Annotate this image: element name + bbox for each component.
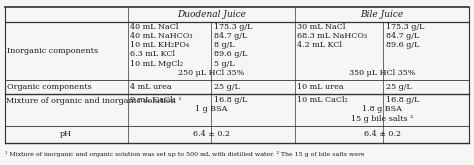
Text: 175.3 g/L: 175.3 g/L bbox=[214, 23, 252, 31]
Text: 16.8 g/L: 16.8 g/L bbox=[386, 96, 419, 104]
Text: 15 g bile salts ²: 15 g bile salts ² bbox=[351, 115, 413, 123]
Text: 4 mL urea: 4 mL urea bbox=[130, 83, 172, 91]
Text: 40 mL NaCl: 40 mL NaCl bbox=[130, 23, 179, 31]
Text: 6.4 ± 0.2: 6.4 ± 0.2 bbox=[193, 130, 230, 138]
Text: 5 g/L: 5 g/L bbox=[214, 60, 235, 67]
Text: 8 g/L: 8 g/L bbox=[214, 41, 235, 50]
Text: 10 mL MgCl₂: 10 mL MgCl₂ bbox=[130, 60, 183, 67]
Text: 89.6 g/L: 89.6 g/L bbox=[214, 50, 247, 59]
Text: 9 mL CaCl₂: 9 mL CaCl₂ bbox=[130, 96, 176, 104]
Text: 1 g BSA: 1 g BSA bbox=[195, 105, 228, 113]
Text: 30 mL NaCl: 30 mL NaCl bbox=[298, 23, 346, 31]
Text: 350 μL HCl 35%: 350 μL HCl 35% bbox=[349, 68, 415, 77]
Text: 250 μL HCl 35%: 250 μL HCl 35% bbox=[178, 68, 245, 77]
Text: 25 g/L: 25 g/L bbox=[214, 83, 239, 91]
Text: 84.7 g/L: 84.7 g/L bbox=[386, 33, 419, 40]
Text: 84.7 g/L: 84.7 g/L bbox=[214, 33, 247, 40]
Text: 68.3 mL NaHCO₃: 68.3 mL NaHCO₃ bbox=[298, 33, 367, 40]
Text: 175.3 g/L: 175.3 g/L bbox=[386, 23, 424, 31]
Text: Bile Juice: Bile Juice bbox=[361, 10, 404, 19]
Text: ¹ Mixture of inorganic and organic solution was set up to 500 mL with distilled : ¹ Mixture of inorganic and organic solut… bbox=[5, 151, 364, 157]
Text: pH: pH bbox=[60, 130, 73, 138]
Text: Organic components: Organic components bbox=[7, 83, 92, 91]
Text: Duodenal Juice: Duodenal Juice bbox=[177, 10, 246, 19]
Text: 1.8 g BSA: 1.8 g BSA bbox=[362, 105, 402, 113]
Text: 89.6 g/L: 89.6 g/L bbox=[386, 41, 419, 50]
Text: 10 mL urea: 10 mL urea bbox=[298, 83, 344, 91]
Text: 16.8 g/L: 16.8 g/L bbox=[214, 96, 247, 104]
Text: 6.3 mL KCl: 6.3 mL KCl bbox=[130, 50, 175, 59]
Text: 10 mL CaCl₂: 10 mL CaCl₂ bbox=[298, 96, 348, 104]
Text: Mixture of organic and inorganic solution ¹: Mixture of organic and inorganic solutio… bbox=[6, 97, 182, 105]
Text: 40 mL NaHCO₃: 40 mL NaHCO₃ bbox=[130, 33, 193, 40]
Text: 4.2 mL KCl: 4.2 mL KCl bbox=[298, 41, 342, 50]
Text: 6.4 ± 0.2: 6.4 ± 0.2 bbox=[364, 130, 401, 138]
Text: 10 mL KH₂PO₄: 10 mL KH₂PO₄ bbox=[130, 41, 189, 50]
Text: 25 g/L: 25 g/L bbox=[386, 83, 411, 91]
Text: Inorganic components: Inorganic components bbox=[7, 47, 98, 55]
